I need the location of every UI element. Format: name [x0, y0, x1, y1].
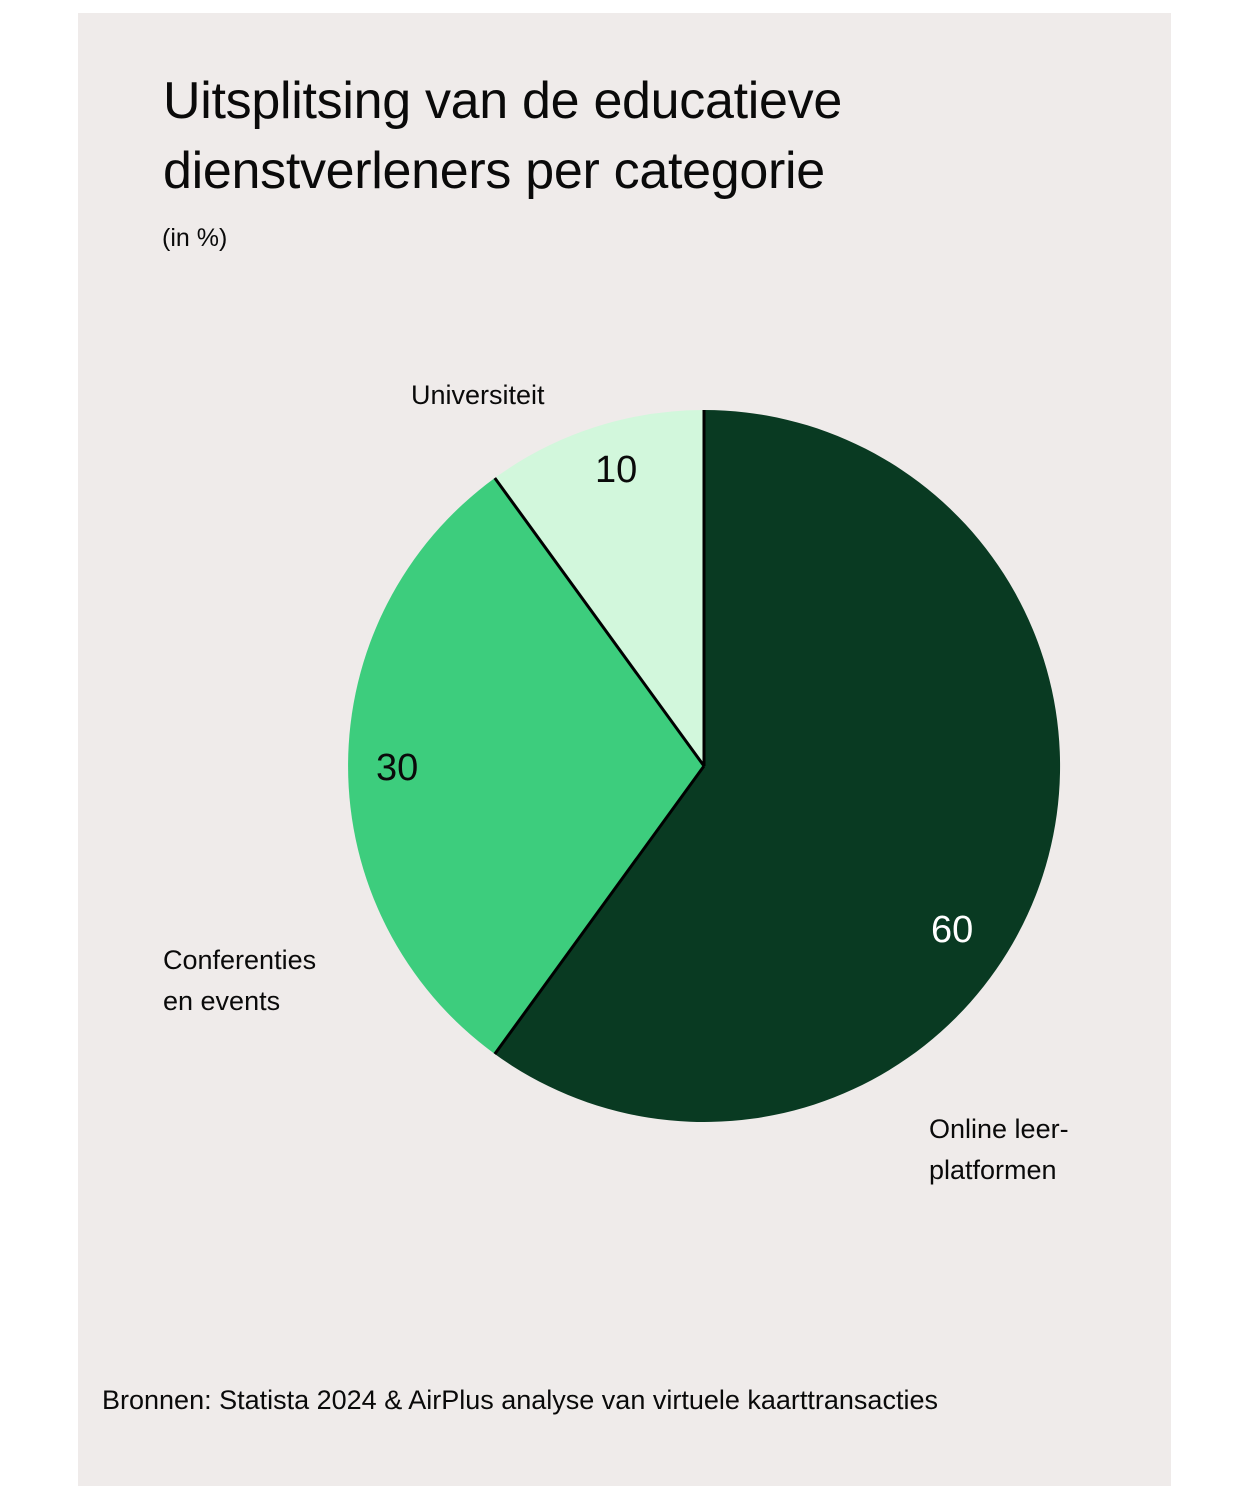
category-label-online-line1: Online leer- [929, 1114, 1069, 1144]
value-label-online: 60 [931, 909, 974, 951]
value-label-universiteit: 10 [595, 449, 638, 491]
category-label-conferenties: Conferenties en events [163, 939, 316, 1022]
source-note: Bronnen: Statista 2024 & AirPlus analyse… [102, 1385, 938, 1415]
category-label-online-line2: platformen [929, 1155, 1057, 1185]
pie-slice-conferenties [348, 478, 704, 1054]
category-label-conferenties-line1: Conferenties [163, 945, 317, 975]
chart-title: Uitsplitsing van de educatieve dienstver… [163, 66, 842, 206]
category-label-conferenties-line2: en events [163, 986, 281, 1016]
category-label-universiteit: Universiteit [411, 374, 545, 416]
chart-title-line1: Uitsplitsing van de educatieve [163, 72, 842, 130]
slice-dividers [493, 410, 706, 1055]
pie-slice-online [494, 410, 1061, 1122]
value-label-conferenties: 30 [376, 747, 419, 789]
chart-subtitle: (in %) [162, 224, 228, 252]
category-label-online: Online leer- platformen [929, 1108, 1069, 1191]
category-label-universiteit-text: Universiteit [411, 380, 545, 410]
pie-slice-universiteit [494, 410, 704, 766]
chart-title-line2: dienstverleners per categorie [163, 142, 825, 200]
